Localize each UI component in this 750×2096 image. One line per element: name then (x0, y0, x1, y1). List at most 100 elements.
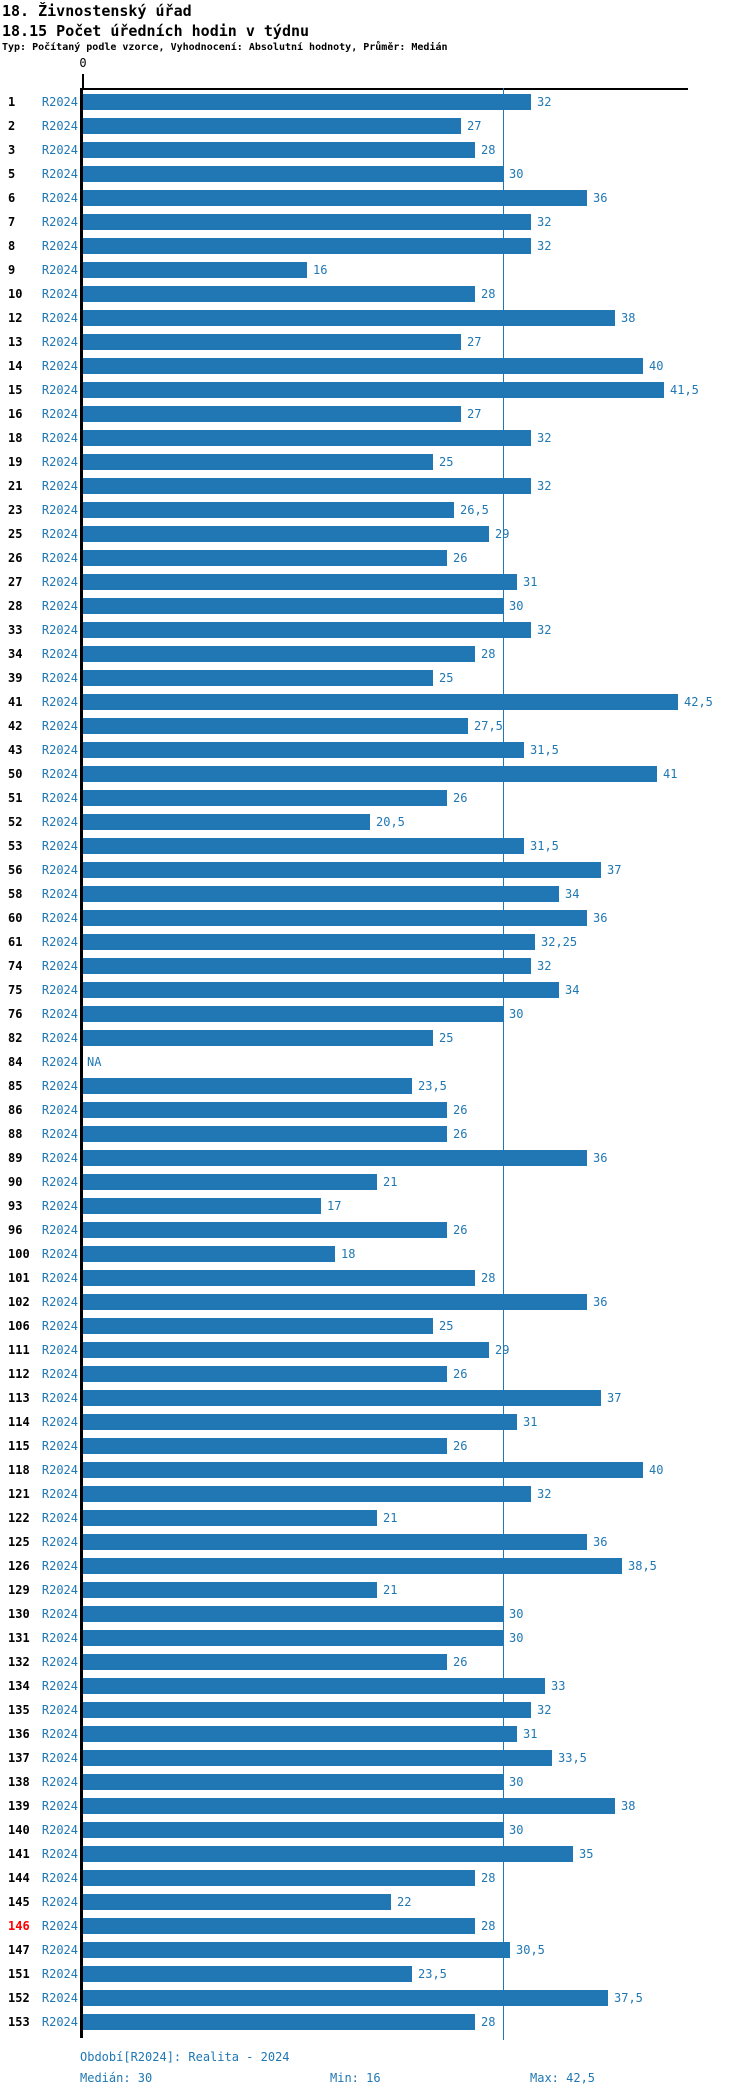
chart-row: 14 R2024 40 (0, 358, 750, 374)
row-category-label: 42 (8, 719, 23, 733)
chart-row: 122 R2024 21 (0, 1510, 750, 1526)
value-bar (83, 1774, 503, 1790)
chart-row: 52 R2024 20,5 (0, 814, 750, 830)
value-bar (83, 1942, 510, 1958)
row-series-label: R2024 (41, 887, 78, 901)
row-series-label: R2024 (41, 719, 78, 733)
row-series-label: R2024 (41, 311, 78, 325)
chart-row: 50 R2024 41 (0, 766, 750, 782)
value-bar (83, 1438, 447, 1454)
row-series-label: R2024 (41, 1751, 78, 1765)
chart-row: 43 R2024 31,5 (0, 742, 750, 758)
value-label: 32 (537, 1487, 552, 1501)
value-label: 26 (453, 1127, 468, 1141)
row-category-label: 144 (8, 1871, 30, 1885)
row-series-label: R2024 (41, 791, 78, 805)
row-category-label: 86 (8, 1103, 23, 1117)
row-series-label: R2024 (41, 1391, 78, 1405)
row-category-label: 151 (8, 1967, 30, 1981)
value-label: 30 (509, 1007, 524, 1021)
value-label: 41,5 (670, 383, 699, 397)
row-category-label: 102 (8, 1295, 30, 1309)
value-label: 31 (523, 1727, 538, 1741)
row-series-label: R2024 (41, 743, 78, 757)
value-bar (83, 1174, 377, 1190)
row-series-label: R2024 (41, 959, 78, 973)
value-label: 16 (313, 263, 328, 277)
row-series-label: R2024 (41, 1583, 78, 1597)
value-label: 31 (523, 1415, 538, 1429)
chart-row: 7 R2024 32 (0, 214, 750, 230)
row-series-label: R2024 (41, 239, 78, 253)
value-bar (83, 166, 503, 182)
value-label: 30 (509, 1631, 524, 1645)
chart-row: 33 R2024 32 (0, 622, 750, 638)
row-category-label: 1 (8, 95, 16, 109)
chart-row: 118 R2024 40 (0, 1462, 750, 1478)
row-category-label: 76 (8, 1007, 23, 1021)
value-label: 32,25 (541, 935, 578, 949)
chart-row: 12 R2024 38 (0, 310, 750, 326)
row-series-label: R2024 (41, 1055, 78, 1069)
value-label: 30 (509, 167, 524, 181)
value-bar (83, 1102, 447, 1118)
value-label: 29 (495, 1343, 510, 1357)
row-category-label: 115 (8, 1439, 30, 1453)
value-bar (83, 1006, 503, 1022)
row-series-label: R2024 (41, 335, 78, 349)
value-label: 17 (327, 1199, 342, 1213)
chart-row: 153 R2024 28 (0, 2014, 750, 2030)
row-category-label: 5 (8, 167, 16, 181)
chart-row: 106 R2024 25 (0, 1318, 750, 1334)
value-bar (83, 430, 531, 446)
chart-row: 76 R2024 30 (0, 1006, 750, 1022)
value-label: 25 (439, 1031, 454, 1045)
chart-row: 140 R2024 30 (0, 1822, 750, 1838)
value-bar (83, 406, 461, 422)
row-series-label: R2024 (41, 575, 78, 589)
row-category-label: 141 (8, 1847, 30, 1861)
row-series-label: R2024 (41, 1271, 78, 1285)
row-category-label: 8 (8, 239, 16, 253)
row-category-label: 131 (8, 1631, 30, 1645)
row-series-label: R2024 (41, 407, 78, 421)
chart-row: 9 R2024 16 (0, 262, 750, 278)
chart-row: 145 R2024 22 (0, 1894, 750, 1910)
value-label: 37 (607, 1391, 622, 1405)
chart-row: 21 R2024 32 (0, 478, 750, 494)
row-series-label: R2024 (41, 1415, 78, 1429)
row-category-label: 111 (8, 1343, 30, 1357)
chart-row: 3 R2024 28 (0, 142, 750, 158)
chart-row: 10 R2024 28 (0, 286, 750, 302)
value-bar (83, 910, 587, 926)
chart-row: 134 R2024 33 (0, 1678, 750, 1694)
row-category-label: 21 (8, 479, 23, 493)
value-label: 41 (663, 767, 678, 781)
row-category-label: 34 (8, 647, 23, 661)
chart-row: 8 R2024 32 (0, 238, 750, 254)
value-bar (83, 934, 535, 950)
row-category-label: 23 (8, 503, 23, 517)
chart-row: 60 R2024 36 (0, 910, 750, 926)
chart-row: 74 R2024 32 (0, 958, 750, 974)
value-bar (83, 1582, 377, 1598)
row-series-label: R2024 (41, 599, 78, 613)
row-category-label: 60 (8, 911, 23, 925)
chart-row: 56 R2024 37 (0, 862, 750, 878)
chart-row: 135 R2024 32 (0, 1702, 750, 1718)
row-series-label: R2024 (41, 695, 78, 709)
x-axis-line (80, 88, 688, 90)
value-bar (83, 550, 447, 566)
row-category-label: 112 (8, 1367, 30, 1381)
value-label: 25 (439, 1319, 454, 1333)
row-category-label: 2 (8, 119, 16, 133)
value-bar (83, 1318, 433, 1334)
value-label: 26 (453, 551, 468, 565)
row-series-label: R2024 (41, 1247, 78, 1261)
row-category-label: 132 (8, 1655, 30, 1669)
value-label: 21 (383, 1511, 398, 1525)
value-bar (83, 214, 531, 230)
chart-row: 6 R2024 36 (0, 190, 750, 206)
row-category-label: 52 (8, 815, 23, 829)
